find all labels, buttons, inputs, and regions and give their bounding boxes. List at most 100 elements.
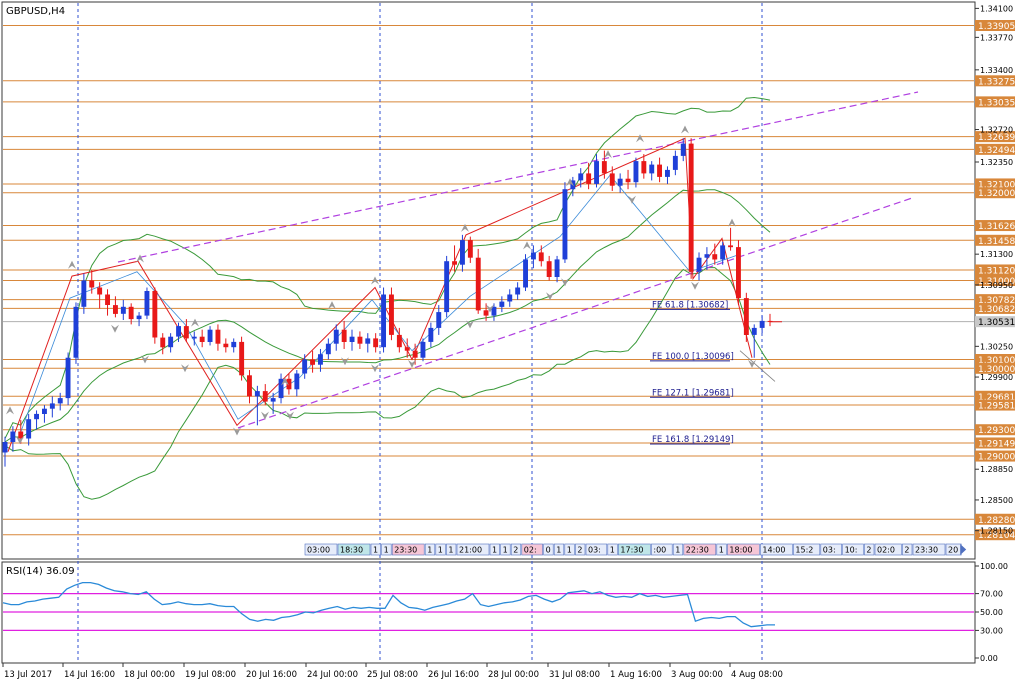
candle-body [89,280,95,288]
time-tag-box [435,543,446,556]
x-tick-label: 25 Jul 08:00 [367,670,418,680]
time-tag-box [874,543,902,556]
candle-body [310,359,315,365]
candle-body [215,329,221,344]
candle-body [105,294,110,305]
time-tag-box [304,543,338,556]
fractal-up-icon [6,406,14,415]
time-tag-box [510,543,522,556]
time-tag: 2 [577,546,582,555]
level-label-bg [975,362,1015,374]
candle-body [759,320,765,328]
candle-body [657,164,662,177]
candle-body [601,161,607,174]
candle-body [728,245,733,248]
fractal-up-icon [281,377,289,386]
channel-lower-line [237,197,913,429]
time-tag-box [489,543,500,556]
level-label: 1.32100 [978,180,1015,190]
price-tick-label: 1.29900 [980,373,1013,382]
candle-body [649,164,655,174]
fractal-up-icon [566,178,574,187]
candle-body [34,413,39,420]
price-tick-label: 1.30950 [980,281,1013,290]
x-tick-label: 24 Jul 00:00 [307,670,358,680]
fibo-label: FE 100.0 [1.30096] [652,352,734,362]
time-tag: 02:0 [877,546,895,555]
candle-body [720,245,726,260]
current-price-bg [975,316,1015,328]
time-tag: 1 [384,546,389,555]
candle-body [475,257,481,311]
level-label-bg [975,187,1015,199]
candle-body [538,252,544,262]
level-label-bg [975,220,1015,232]
time-tag-box [564,543,575,556]
time-tag: 1 [503,546,508,555]
candle-body [128,306,134,320]
fractal-up-icon [68,260,76,269]
level-label-bg [975,275,1015,286]
level-label: 1.31000 [978,277,1015,287]
candle-body [672,155,678,170]
level-label: 1.31120 [978,266,1015,276]
candle-body [42,408,47,414]
level-label-bg [975,302,1015,314]
candle-body [688,143,694,272]
level-label: 1.29149 [978,439,1015,449]
time-tag: 2 [904,546,909,555]
candle-body [665,169,670,177]
zigzag-line [7,137,753,452]
fractal-down-icon [486,304,494,313]
level-label-bg [975,96,1015,108]
x-tick-label: 18 Jul 00:00 [124,670,175,680]
candle-body [609,173,615,186]
candle-body [65,357,71,399]
projection-line [739,350,776,382]
candle-body [278,378,284,399]
candle-body [736,247,741,298]
chart-title: GBPUSD,H4 [6,6,65,17]
level-label: 1.31458 [978,237,1015,247]
time-tag-box [618,543,651,556]
price-tick-label: 1.28850 [980,465,1013,474]
candle-body [428,327,434,342]
time-tag-box [760,543,793,556]
fibo-label: FE 61.8 [1.30682] [652,300,728,310]
time-tag: 1 [556,546,561,555]
price-tick-label: 1.33400 [980,66,1013,75]
bollinger-upper [4,96,771,439]
candle-body [531,252,536,260]
level-label-bg [975,529,1015,541]
level-label: 1.30682 [978,305,1015,315]
price-tick-label: 1.30250 [980,342,1013,351]
time-tag-box [683,543,717,556]
fractal-down-icon [286,411,294,420]
tag-end-arrow-icon [960,544,967,555]
candle-body [365,338,371,344]
candle-body [49,403,55,409]
level-label-bg [975,354,1015,365]
time-tag-box [607,543,618,556]
candle-body [554,259,560,277]
candle-body [286,378,292,390]
level-label-bg [975,437,1015,449]
rsi-line [2,581,775,628]
time-tag-box [553,543,565,556]
time-tag-box [500,543,511,556]
candle-body [357,336,363,344]
candle-body [341,329,347,342]
price-tick-label: 1.28500 [980,496,1013,505]
rsi-tick-label: 0.00 [980,654,998,663]
level-label-bg [975,20,1015,32]
time-tag: 23:30 [394,546,417,555]
level-label: 1.32494 [978,146,1015,156]
candle-body [712,254,718,260]
fractal-up-icon [728,218,736,227]
level-label: 1.33035 [978,98,1015,108]
candle-body [578,173,584,181]
candle-body [26,419,32,439]
rsi-tick-label: 100.00 [980,562,1008,571]
fibo-label: FE 161.8 [1.29149] [652,435,734,445]
